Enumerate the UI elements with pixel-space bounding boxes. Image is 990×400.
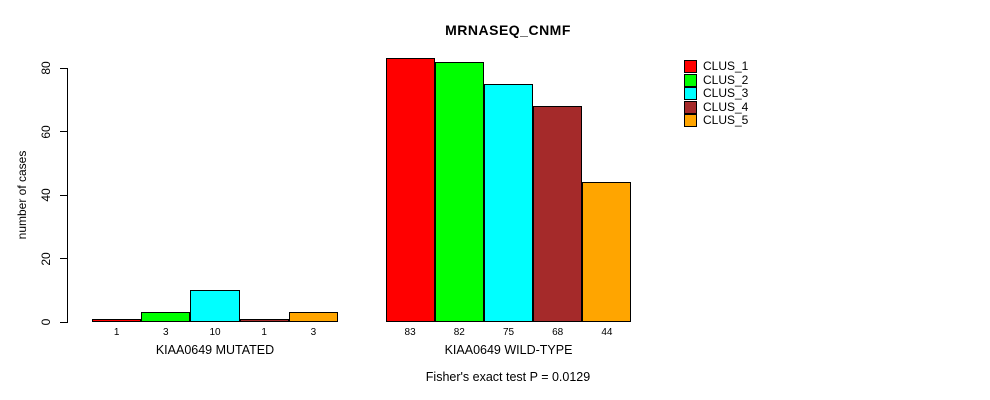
legend-item: CLUS_1 [684, 60, 748, 73]
bar-value-label: 82 [453, 327, 465, 338]
bar-clus_1-group2 [385, 58, 435, 322]
y-axis-label: number of cases [15, 150, 29, 240]
bar-clus_2-group1 [141, 312, 191, 322]
bar-value-label: 44 [601, 327, 613, 338]
group-label: KIAA0649 MUTATED [155, 343, 275, 357]
chart-title: MRNASEQ_CNMF [445, 22, 571, 38]
bar-clus_1-group1 [92, 318, 142, 322]
bar-value-label: 1 [113, 327, 120, 338]
y-tick [60, 321, 67, 323]
bar-clus_4-group2 [533, 106, 583, 322]
legend-item: CLUS_2 [684, 72, 749, 87]
group-label: KIAA0649 WILD-TYPE [444, 343, 573, 357]
y-axis-line [67, 68, 68, 323]
legend-item: CLUS_3 [684, 87, 748, 100]
legend-swatch [684, 87, 697, 100]
bar-value-label: 83 [404, 327, 416, 338]
y-tick [60, 67, 67, 69]
legend-label: CLUS_1 [703, 59, 749, 73]
y-tick-label: 60 [39, 124, 53, 139]
bar-value-label: 75 [502, 327, 515, 338]
legend-item: CLUS_4 [684, 99, 749, 114]
bar-clus_4-group1 [239, 318, 289, 322]
y-tick-label: 40 [39, 188, 53, 202]
bar-value-label: 3 [163, 327, 169, 338]
bar-clus_2-group2 [434, 61, 484, 322]
bar-clus_5-group2 [582, 182, 632, 322]
y-tick-label: 20 [39, 251, 53, 266]
bar-clus_3-group2 [483, 83, 534, 322]
legend-label: CLUS_4 [703, 99, 749, 114]
legend-label: CLUS_5 [703, 113, 749, 127]
legend-item: CLUS_5 [684, 114, 748, 127]
bar-value-label: 10 [209, 327, 221, 338]
y-tick [60, 131, 67, 132]
bar-clus_5-group1 [288, 312, 338, 322]
legend-swatch [684, 60, 697, 73]
legend-label: CLUS_2 [703, 72, 749, 87]
y-tick [60, 194, 67, 196]
y-tick [60, 258, 67, 259]
bar-clus_3-group1 [190, 290, 240, 322]
y-tick-label: 80 [39, 61, 53, 75]
bar-value-label: 3 [310, 327, 317, 338]
bar-value-label: 68 [552, 327, 564, 338]
y-tick-label: 0 [39, 318, 53, 326]
legend-swatch [684, 73, 697, 87]
legend-swatch [684, 114, 697, 127]
legend: CLUS_1 CLUS_2 CLUS_3 CLUS_4 CLUS_5 [684, 60, 748, 128]
legend-swatch [684, 100, 697, 114]
bar-value-label: 1 [261, 327, 267, 338]
legend-label: CLUS_3 [703, 86, 749, 100]
subtitle-pvalue: Fisher's exact test P = 0.0129 [425, 370, 591, 384]
